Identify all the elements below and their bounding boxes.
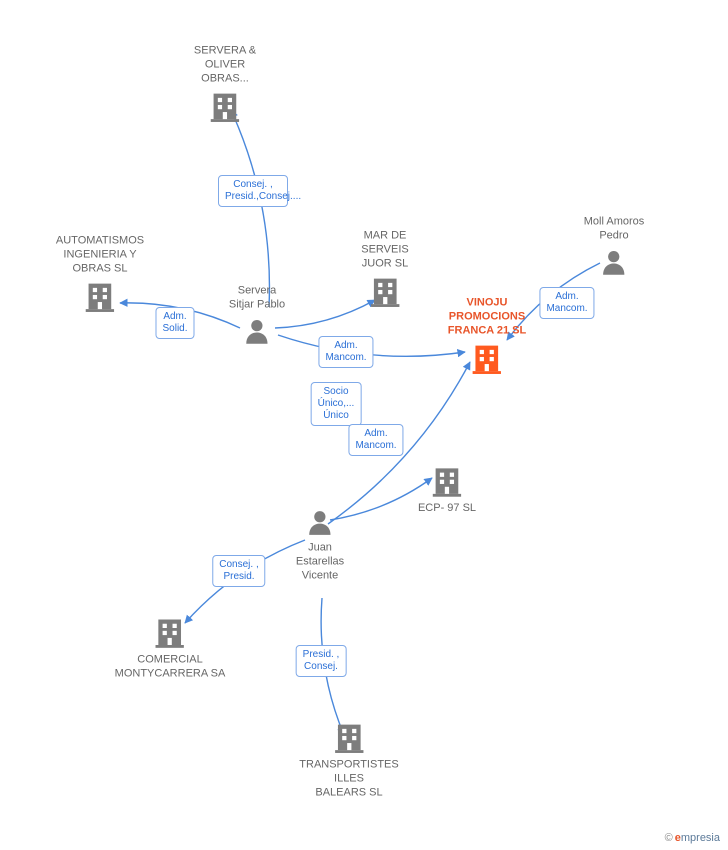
building-icon — [448, 342, 526, 376]
edge-juan_estarellas-ecp97 — [330, 478, 432, 520]
node-label-servera_oliver: SERVERA & OLIVER OBRAS... — [194, 44, 256, 85]
edge-servera_sitjar-servera_oliver — [231, 110, 269, 307]
node-label-mar_serveis: MAR DE SERVEIS JUOR SL — [361, 229, 409, 270]
building-icon — [299, 720, 398, 754]
copyright-rest: mpresia — [681, 832, 720, 844]
edge-label-moll_amoros-vinoju: Adm. Mancom. — [539, 287, 594, 319]
building-icon — [418, 464, 476, 498]
edge-label-juan_estarellas-transportistes: Presid. , Consej. — [296, 645, 347, 677]
node-label-moll_amoros: Moll Amoros Pedro — [584, 215, 645, 243]
building-icon — [56, 280, 144, 314]
node-label-automatismos: AUTOMATISMOS INGENIERIA Y OBRAS SL — [56, 234, 144, 275]
edge-label-juan_estarellas-comercial_monty: Consej. , Presid. — [212, 555, 265, 587]
node-moll_amoros[interactable]: Moll Amoros Pedro — [584, 215, 645, 279]
node-transportistes[interactable]: TRANSPORTISTES ILLES BALEARS SL — [299, 720, 398, 799]
node-juan_estarellas[interactable]: Juan Estarellas Vicente — [296, 507, 344, 582]
edge-servera_sitjar-mar_serveis — [275, 300, 375, 328]
person-icon — [584, 247, 645, 277]
building-icon — [361, 275, 409, 309]
node-automatismos[interactable]: AUTOMATISMOS INGENIERIA Y OBRAS SL — [56, 234, 144, 315]
edge-label-juan_estarellas-vinoju: Adm. Mancom. — [348, 424, 403, 456]
node-label-ecp97: ECP- 97 SL — [418, 502, 476, 516]
node-label-comercial_monty: COMERCIAL MONTYCARRERA SA — [115, 653, 226, 681]
node-label-vinoju: VINOJU PROMOCIONS FRANCA 21 SL — [448, 296, 526, 337]
edge-label-servera_sitjar-vinoju: Socio Único,... Único — [311, 382, 362, 426]
edge-label-servera_sitjar-servera_oliver: Consej. , Presid.,Consej.... — [218, 175, 288, 207]
building-icon — [115, 615, 226, 649]
person-icon — [229, 316, 285, 346]
node-mar_serveis[interactable]: MAR DE SERVEIS JUOR SL — [361, 229, 409, 310]
node-label-servera_sitjar: Servera Sitjar Pablo — [229, 284, 285, 312]
node-vinoju[interactable]: VINOJU PROMOCIONS FRANCA 21 SL — [448, 296, 526, 377]
node-comercial_monty[interactable]: COMERCIAL MONTYCARRERA SA — [115, 615, 226, 681]
node-servera_oliver[interactable]: SERVERA & OLIVER OBRAS... — [194, 44, 256, 125]
node-ecp97[interactable]: ECP- 97 SL — [418, 464, 476, 516]
node-servera_sitjar[interactable]: Servera Sitjar Pablo — [229, 284, 285, 348]
edge-label-servera_sitjar-mar_serveis: Adm. Mancom. — [318, 336, 373, 368]
building-icon — [194, 90, 256, 124]
copyright: ©empresia — [665, 832, 720, 844]
node-label-juan_estarellas: Juan Estarellas Vicente — [296, 541, 344, 582]
node-label-transportistes: TRANSPORTISTES ILLES BALEARS SL — [299, 758, 398, 799]
edge-label-servera_sitjar-automatismos: Adm. Solid. — [155, 307, 194, 339]
copyright-symbol: © — [665, 832, 673, 844]
person-icon — [296, 507, 344, 537]
